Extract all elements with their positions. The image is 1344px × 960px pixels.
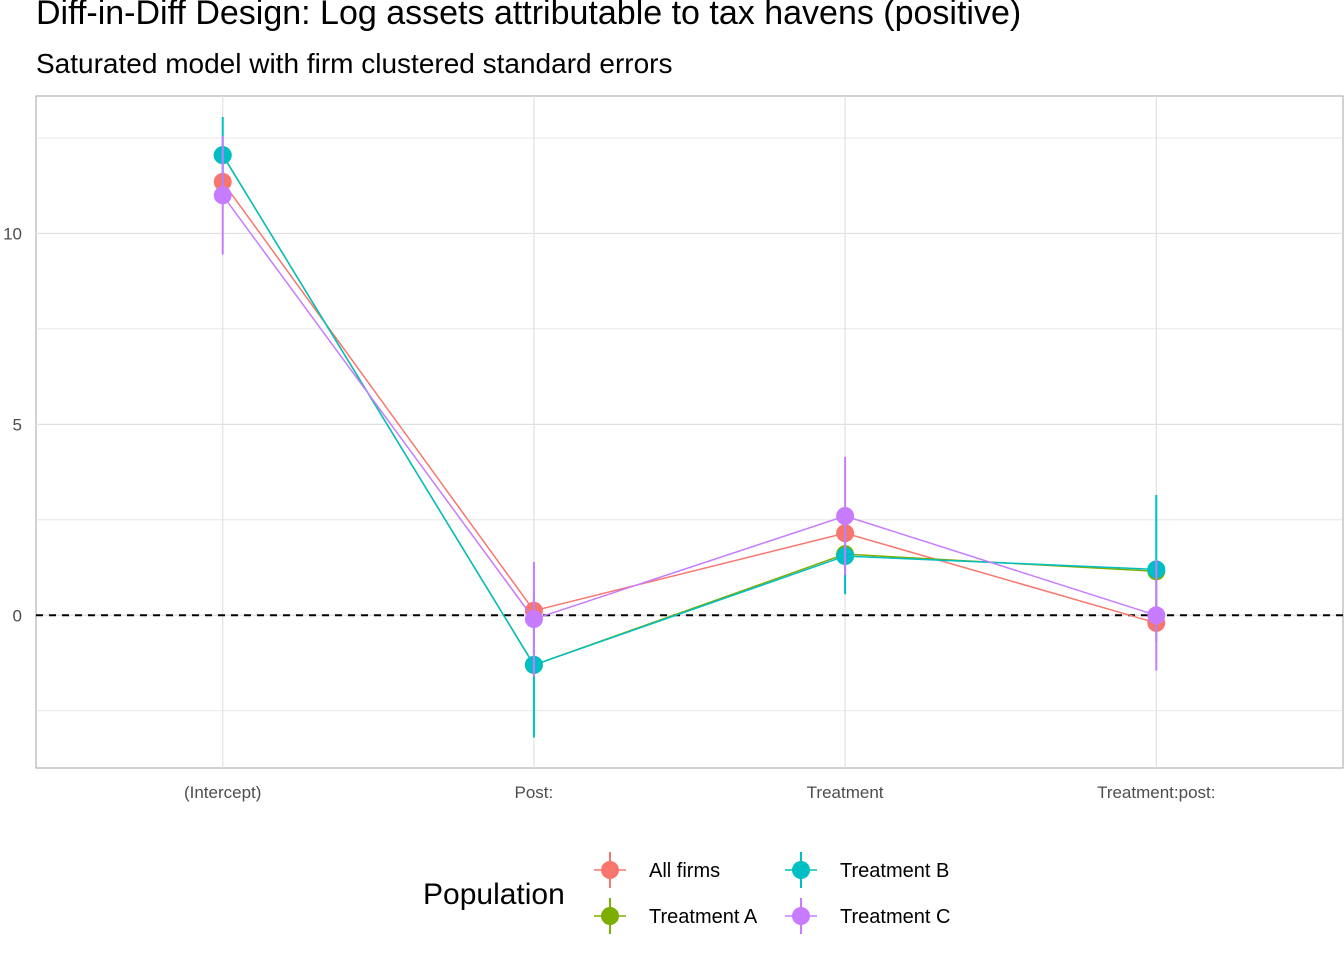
y-tick-label: 5 xyxy=(13,415,22,434)
series-line xyxy=(222,154,1157,666)
chart-subtitle: Saturated model with firm clustered stan… xyxy=(36,48,673,79)
legend-item: Treatment B xyxy=(785,852,949,888)
grid-layer xyxy=(35,95,1344,769)
legend-title: Population xyxy=(423,878,565,911)
legend-item: All firms xyxy=(594,852,720,888)
series-line xyxy=(222,181,1157,624)
series-line xyxy=(222,154,1157,666)
legend-label: Treatment A xyxy=(649,906,758,928)
series-treatment-c xyxy=(213,136,1166,677)
series-treatment-b xyxy=(213,117,1166,738)
x-tick-label: Post: xyxy=(515,783,554,802)
series-treatment-a xyxy=(213,146,1166,674)
panel-border xyxy=(35,95,1344,769)
legend-key-point xyxy=(601,861,619,879)
legend-key-point xyxy=(792,861,810,879)
x-tick-label: Treatment:post: xyxy=(1097,783,1215,802)
axis-layer: 0 5 10 (Intercept) Post: Treatment Treatment:p… xyxy=(3,224,1215,802)
legend-label: Treatment B xyxy=(840,860,949,882)
x-tick-label: (Intercept) xyxy=(184,783,261,802)
legend: Population All firms Treatment A Treatment … xyxy=(423,852,950,934)
legend-label: Treatment C xyxy=(840,906,950,928)
series-layer xyxy=(36,117,1343,738)
chart-title: Diff-in-Diff Design: Log assets attribut… xyxy=(36,0,1022,32)
data-point xyxy=(213,186,232,205)
legend-item: Treatment C xyxy=(785,898,950,934)
x-tick-label: Treatment xyxy=(807,783,884,802)
data-point xyxy=(836,507,855,525)
y-tick-label: 0 xyxy=(13,606,22,625)
legend-key-point xyxy=(792,907,810,925)
legend-label: All firms xyxy=(649,860,720,882)
y-tick-label: 10 xyxy=(3,224,22,243)
data-point xyxy=(524,610,543,629)
legend-key-point xyxy=(601,907,619,925)
legend-item: Treatment A xyxy=(594,898,758,934)
series-line xyxy=(222,194,1157,620)
data-point xyxy=(1147,606,1166,625)
